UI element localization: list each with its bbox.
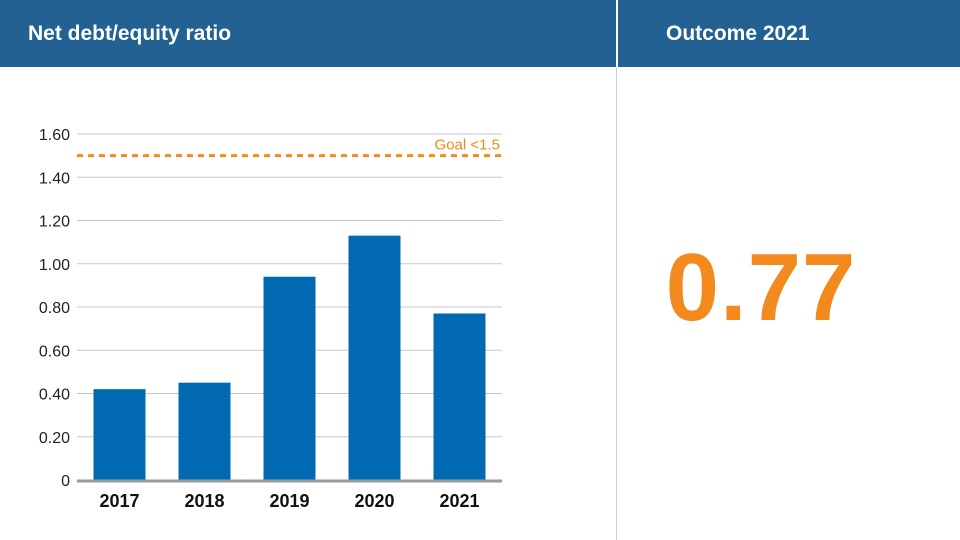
y-tick-label: 1.00 [39, 257, 70, 274]
outcome-value: 0.77 [665, 234, 857, 341]
y-tick-label: 0.20 [39, 430, 70, 447]
y-tick-label: 1.40 [39, 170, 70, 187]
x-category-label: 2017 [99, 491, 139, 511]
x-category-label: 2020 [354, 491, 394, 511]
y-tick-label: 0 [61, 473, 70, 490]
bar [178, 382, 231, 480]
header-divider [616, 0, 618, 67]
bar-chart: 0 0.20 0.40 0.60 0.80 1.00 1.20 1.40 1.60 2017 201… [39, 127, 502, 511]
goal-label: Goal <1.5 [435, 137, 500, 154]
bar [263, 276, 316, 480]
bar [348, 235, 401, 480]
x-category-label: 2019 [269, 491, 309, 511]
bar [93, 389, 146, 480]
bar [433, 313, 486, 480]
y-tick-label: 0.60 [39, 343, 70, 360]
outcome-title: Outcome 2021 [666, 22, 810, 45]
panel-divider [616, 67, 617, 540]
chart-title: Net debt/equity ratio [28, 22, 232, 45]
y-tick-label: 1.60 [39, 127, 70, 144]
y-tick-label: 0.80 [39, 300, 70, 317]
header-bar [0, 0, 960, 67]
x-category-label: 2021 [439, 491, 479, 511]
x-category-label: 2018 [184, 491, 224, 511]
y-tick-label: 0.40 [39, 387, 70, 404]
y-tick-label: 1.20 [39, 214, 70, 231]
